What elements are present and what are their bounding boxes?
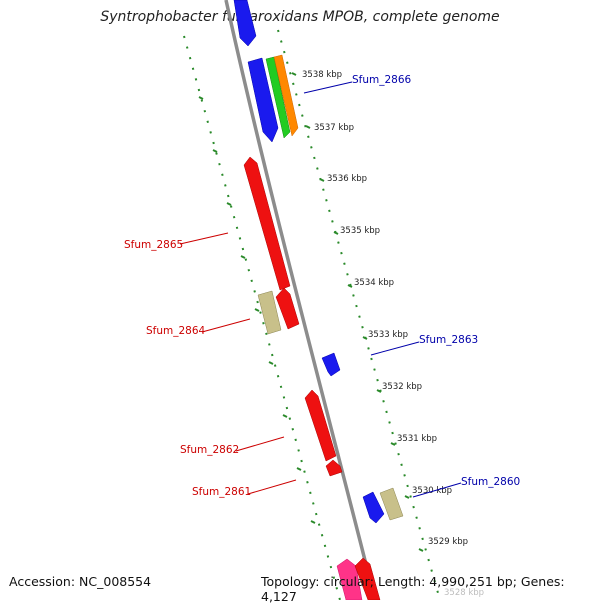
gene-pink-bottom: [336, 558, 363, 600]
tick-label: 3537 kbp: [314, 123, 354, 133]
gene-label-sfum-2860: Sfum_2860: [461, 476, 520, 488]
accession-info: Accession: NC_008554: [9, 574, 151, 589]
gene-label-sfum-2862: Sfum_2862: [180, 444, 239, 456]
gene-sfum-2862: [304, 389, 337, 462]
outer-major-ticks: [291, 72, 424, 552]
tick-label: 3532 kbp: [382, 382, 422, 392]
genes-value: 4,127: [261, 589, 297, 604]
tick-label: 3538 kbp: [302, 70, 342, 80]
gene-labels: Sfum_2866 Sfum_2865 Sfum_2864 Sfum_2863 …: [124, 74, 520, 498]
inner-major-ticks: [198, 96, 316, 524]
gene-sfum-2864-red: [275, 287, 300, 330]
gene-label-sfum-2864: Sfum_2864: [146, 325, 206, 337]
forward-strand-genes: [233, 0, 404, 524]
tick-label: 3531 kbp: [397, 434, 437, 444]
genes-label: Genes:: [520, 574, 565, 589]
genome-stats: Topology: circular; Length: 4,990,251 bp…: [261, 574, 565, 604]
gene-sfum-2866-blue: [247, 57, 279, 143]
gene-blue-top: [233, 0, 257, 47]
tick-label: 3535 kbp: [340, 226, 380, 236]
tick-label: 3533 kbp: [368, 330, 408, 340]
gene-sfum-2865: [243, 156, 291, 291]
genome-backbone: [224, 0, 377, 600]
length-value: 4,990,251 bp: [429, 574, 513, 589]
length-label: Length:: [377, 574, 426, 589]
tick-label: 3528 kbp: [444, 588, 484, 598]
gene-sfum-2863: [321, 352, 341, 377]
gene-label-sfum-2863: Sfum_2863: [419, 334, 478, 346]
accession-label: Accession:: [9, 574, 76, 589]
map-title: Syntrophobacter fumaroxidans MPOB, compl…: [100, 9, 500, 25]
gene-sfum-2866-orange: [273, 54, 299, 137]
accession-value: NC_008554: [79, 574, 152, 589]
tick-label: 3529 kbp: [428, 537, 468, 547]
gene-label-sfum-2866: Sfum_2866: [352, 74, 412, 86]
gene-label-sfum-2865: Sfum_2865: [124, 239, 183, 251]
tick-label: 3534 kbp: [354, 278, 394, 288]
gene-sfum-2861: [325, 459, 343, 477]
gene-leader-lines: [179, 81, 462, 498]
topology-label: Topology:: [261, 574, 320, 589]
gene-sfum-2860-khaki: [379, 487, 404, 521]
gene-label-sfum-2861: Sfum_2861: [192, 486, 251, 498]
tick-label: 3536 kbp: [327, 174, 367, 184]
gene-red-bottom: [354, 557, 381, 600]
reverse-strand-genes: [243, 156, 381, 600]
gene-sfum-2864-khaki: [257, 290, 282, 335]
topology-value: circular: [323, 574, 370, 589]
gene-sfum-2860-blue: [362, 491, 385, 524]
gene-sfum-2866-green: [265, 56, 291, 139]
